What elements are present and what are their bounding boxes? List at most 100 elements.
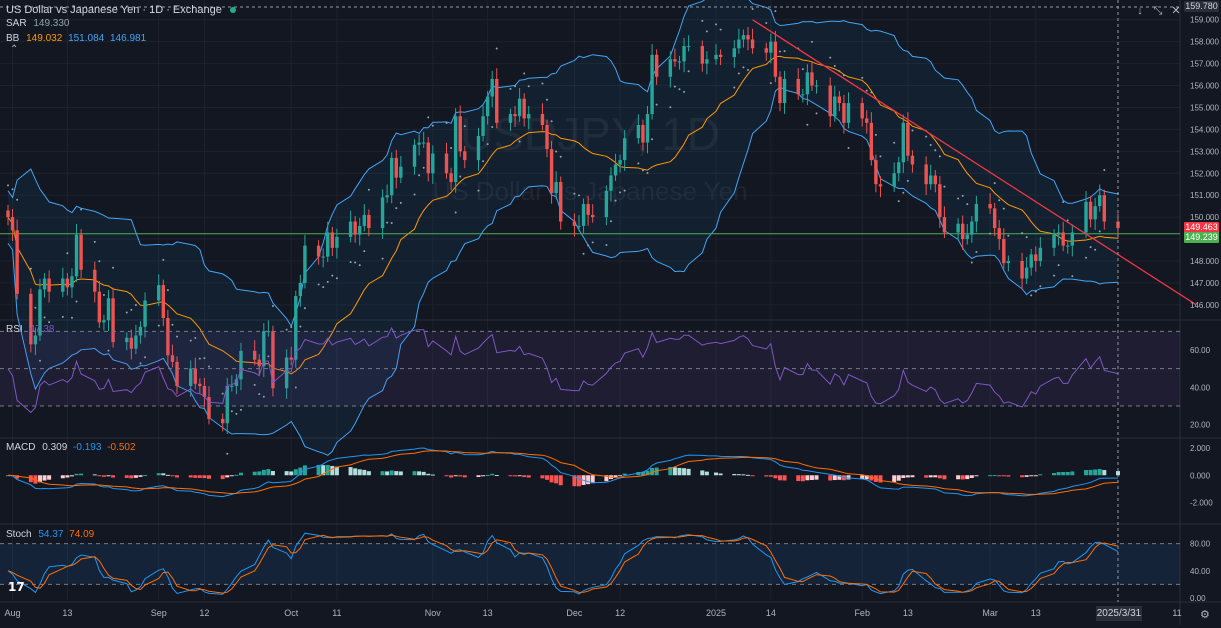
candle-body — [618, 160, 622, 165]
macd-hist-bar — [284, 471, 289, 476]
candle-body — [650, 54, 654, 115]
candle-body — [522, 98, 526, 119]
sar-dot — [957, 197, 960, 200]
macd-hist-bar — [1020, 475, 1025, 478]
sar-dot — [541, 82, 544, 85]
candle-body — [220, 418, 225, 424]
candles — [6, 26, 1120, 435]
candle-body — [271, 331, 275, 389]
sar-dot — [751, 7, 754, 10]
candle-body — [102, 320, 106, 323]
macd-hist-bar — [449, 475, 454, 478]
macd-name: MACD — [6, 442, 36, 453]
macd-hist-bar — [682, 468, 687, 476]
macd-hist-bar — [325, 464, 330, 476]
macd-hist-bar — [1056, 472, 1061, 476]
close-button[interactable]: ✕ — [1171, 5, 1181, 17]
sar-dot — [1094, 248, 1097, 251]
candle-body — [929, 175, 933, 185]
macd-hist-bar — [79, 473, 84, 476]
time-axis-label: 12 — [199, 608, 209, 618]
sar-dot — [335, 277, 338, 280]
candle-body — [645, 114, 650, 143]
collapse-legend-icon[interactable]: ⌃ — [10, 44, 19, 55]
price-tick-label: 153.000 — [1190, 147, 1219, 156]
sar-dot — [66, 252, 69, 255]
candle-body — [737, 39, 741, 49]
rsi-legend[interactable]: RSI 47.38 — [6, 324, 54, 335]
time-axis-label: 14 — [766, 608, 776, 618]
sar-dot — [395, 207, 398, 210]
macd-hist-bar — [860, 475, 865, 480]
candle-body — [769, 41, 773, 53]
time-axis-label: Oct — [284, 608, 299, 618]
candle-body — [15, 230, 19, 294]
settings-gear-icon[interactable]: ⚙ — [1200, 609, 1210, 621]
macd-hist-bar — [992, 475, 997, 477]
stoch-legend[interactable]: Stoch 54.37 74.09 — [6, 529, 94, 540]
candle-body — [65, 278, 70, 288]
candle-body — [431, 153, 435, 174]
sar-dot — [966, 203, 969, 206]
bb-legend[interactable]: BB 149.032 151.084 146.981 — [6, 33, 146, 44]
candle-body — [394, 157, 398, 178]
macd-hist-bar — [175, 475, 180, 478]
bb-upper-value: 151.084 — [68, 33, 105, 44]
candle-body — [860, 103, 864, 119]
macd-hist-bar — [220, 475, 225, 480]
chart-header: US Dollar vs Japanese Yen · 1D · Exchang… — [6, 4, 236, 16]
macd-hist-bar — [74, 473, 79, 476]
macd-hist-bar — [672, 467, 677, 476]
macd-legend[interactable]: MACD 0.309 -0.193 -0.502 — [6, 442, 136, 453]
macd-hist-bar — [476, 475, 481, 478]
tradingview-logo-icon[interactable]: 17 — [8, 580, 25, 594]
candle-body — [960, 223, 965, 240]
macd-hist-bar — [910, 475, 915, 478]
candle-body — [412, 144, 417, 167]
macd-hist-bar — [234, 474, 239, 476]
candle-body — [426, 142, 430, 174]
sar-dot — [61, 315, 64, 318]
maximize-button[interactable]: ⤡ — [1153, 5, 1163, 17]
sar-dot — [139, 362, 142, 365]
candle-body — [965, 234, 969, 240]
scroll-down-button[interactable]: ↓ — [1137, 5, 1143, 17]
time-axis-label: Feb — [854, 608, 870, 618]
candle-body — [239, 350, 243, 380]
sar-dot — [125, 311, 128, 314]
candle-body — [289, 357, 293, 360]
sar-dot — [546, 98, 549, 101]
sar-dot — [1085, 256, 1088, 259]
macd-hist-bar — [485, 474, 490, 476]
sar-dot — [390, 222, 393, 225]
macd-hist-bar — [138, 475, 143, 477]
sar-dot — [555, 150, 558, 153]
macd-hist-value: -0.502 — [107, 442, 136, 453]
bb-lower-value: 146.981 — [110, 33, 147, 44]
macd-hist-bar — [942, 475, 947, 480]
candle-body — [134, 335, 138, 349]
sar-dot — [445, 122, 448, 125]
candle-body — [1006, 260, 1011, 264]
sar-dot — [198, 357, 201, 360]
macd-hist-bar — [937, 475, 942, 479]
candle-body — [805, 72, 810, 95]
time-axis-label: 12 — [615, 608, 625, 618]
candle-body — [189, 368, 193, 386]
sar-dot — [290, 325, 293, 328]
sar-dot — [303, 307, 306, 310]
sar-dot — [134, 304, 137, 307]
macd-hist-bar — [604, 475, 609, 482]
candle-body — [732, 48, 736, 58]
stoch-tick-label: 40.00 — [1190, 567, 1211, 576]
macd-hist-bar — [809, 475, 814, 480]
candle-body — [326, 232, 330, 257]
sar-dot — [673, 85, 676, 88]
rsi-tick-label: 20.00 — [1190, 421, 1211, 430]
price-tick-label: 150.000 — [1190, 213, 1219, 222]
macd-line — [7, 447, 1118, 498]
sar-legend[interactable]: SAR 149.330 — [6, 18, 70, 29]
macd-hist-bar — [718, 473, 723, 476]
